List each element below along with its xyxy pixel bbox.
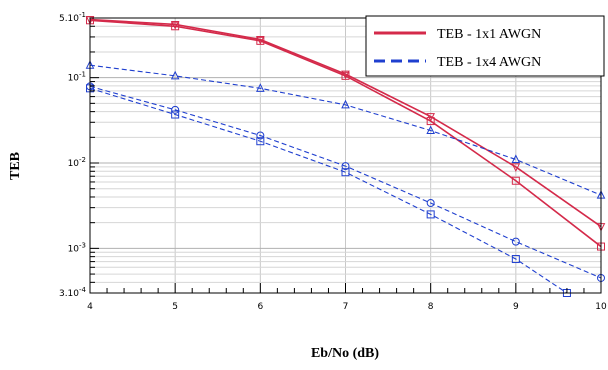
series-1x4-triangle-up bbox=[85, 60, 606, 199]
y-tick-label: 10-2 bbox=[68, 156, 86, 169]
x-tick-label: 7 bbox=[343, 302, 349, 312]
data-point-triangle bbox=[511, 163, 521, 173]
data-point-square bbox=[171, 110, 180, 119]
data-point-triangle bbox=[426, 125, 435, 135]
y-tick-label: 10-1 bbox=[68, 71, 86, 84]
data-point-circle bbox=[341, 162, 350, 171]
x-tick-label: 8 bbox=[428, 302, 434, 312]
legend: TEB - 1x1 AWGN TEB - 1x4 AWGN bbox=[365, 15, 605, 77]
data-point-square bbox=[256, 137, 265, 146]
data-point-square bbox=[171, 22, 180, 31]
y-tick-label: 3.10-4 bbox=[59, 286, 87, 299]
data-point-square bbox=[426, 210, 435, 219]
x-tick-labels: 4 5 6 7 8 9 10 bbox=[87, 302, 607, 312]
data-point-square bbox=[341, 168, 350, 177]
data-point-circle bbox=[256, 131, 265, 140]
x-tick-label: 5 bbox=[172, 302, 178, 312]
legend-box bbox=[365, 15, 605, 77]
data-point-square bbox=[511, 255, 520, 264]
data-point-triangle bbox=[170, 70, 180, 80]
data-point-square bbox=[511, 176, 520, 185]
y-tick-labels: 5.10-1 10-1 10-2 10-3 3.10-4 bbox=[59, 11, 87, 299]
series-line bbox=[89, 64, 602, 196]
series-line bbox=[89, 85, 602, 279]
data-point-circle bbox=[171, 105, 180, 114]
x-tick-label: 10 bbox=[595, 302, 607, 312]
x-tick-label: 9 bbox=[513, 302, 519, 312]
x-axis-title: Eb/No (dB) bbox=[311, 346, 379, 361]
series-line bbox=[89, 87, 568, 294]
series-1x4-square bbox=[86, 84, 571, 297]
data-point-square bbox=[341, 71, 350, 80]
legend-label-1x1: TEB - 1x1 AWGN bbox=[437, 27, 541, 42]
y-axis-title: TEB bbox=[8, 152, 23, 180]
x-tick-label: 6 bbox=[257, 302, 263, 312]
data-point-triangle bbox=[511, 154, 521, 163]
data-point-circle bbox=[426, 199, 435, 208]
series-1x1-square bbox=[86, 16, 605, 251]
series-line bbox=[89, 19, 602, 248]
data-point-square bbox=[426, 117, 435, 126]
data-point-triangle bbox=[170, 20, 180, 30]
axis-ticks bbox=[89, 17, 602, 294]
data-point-circle bbox=[511, 237, 520, 246]
series-line bbox=[89, 18, 602, 228]
data-point-triangle bbox=[256, 83, 265, 92]
data-point-square bbox=[256, 36, 265, 45]
legend-label-1x4: TEB - 1x4 AWGN bbox=[437, 55, 541, 70]
data-point-triangle bbox=[341, 99, 350, 109]
x-tick-label: 4 bbox=[87, 302, 93, 312]
y-tick-label: 10-3 bbox=[68, 241, 86, 254]
data-series bbox=[85, 16, 606, 297]
series-1x4-circle bbox=[86, 82, 605, 282]
y-tick-label: 5.10-1 bbox=[59, 11, 86, 24]
